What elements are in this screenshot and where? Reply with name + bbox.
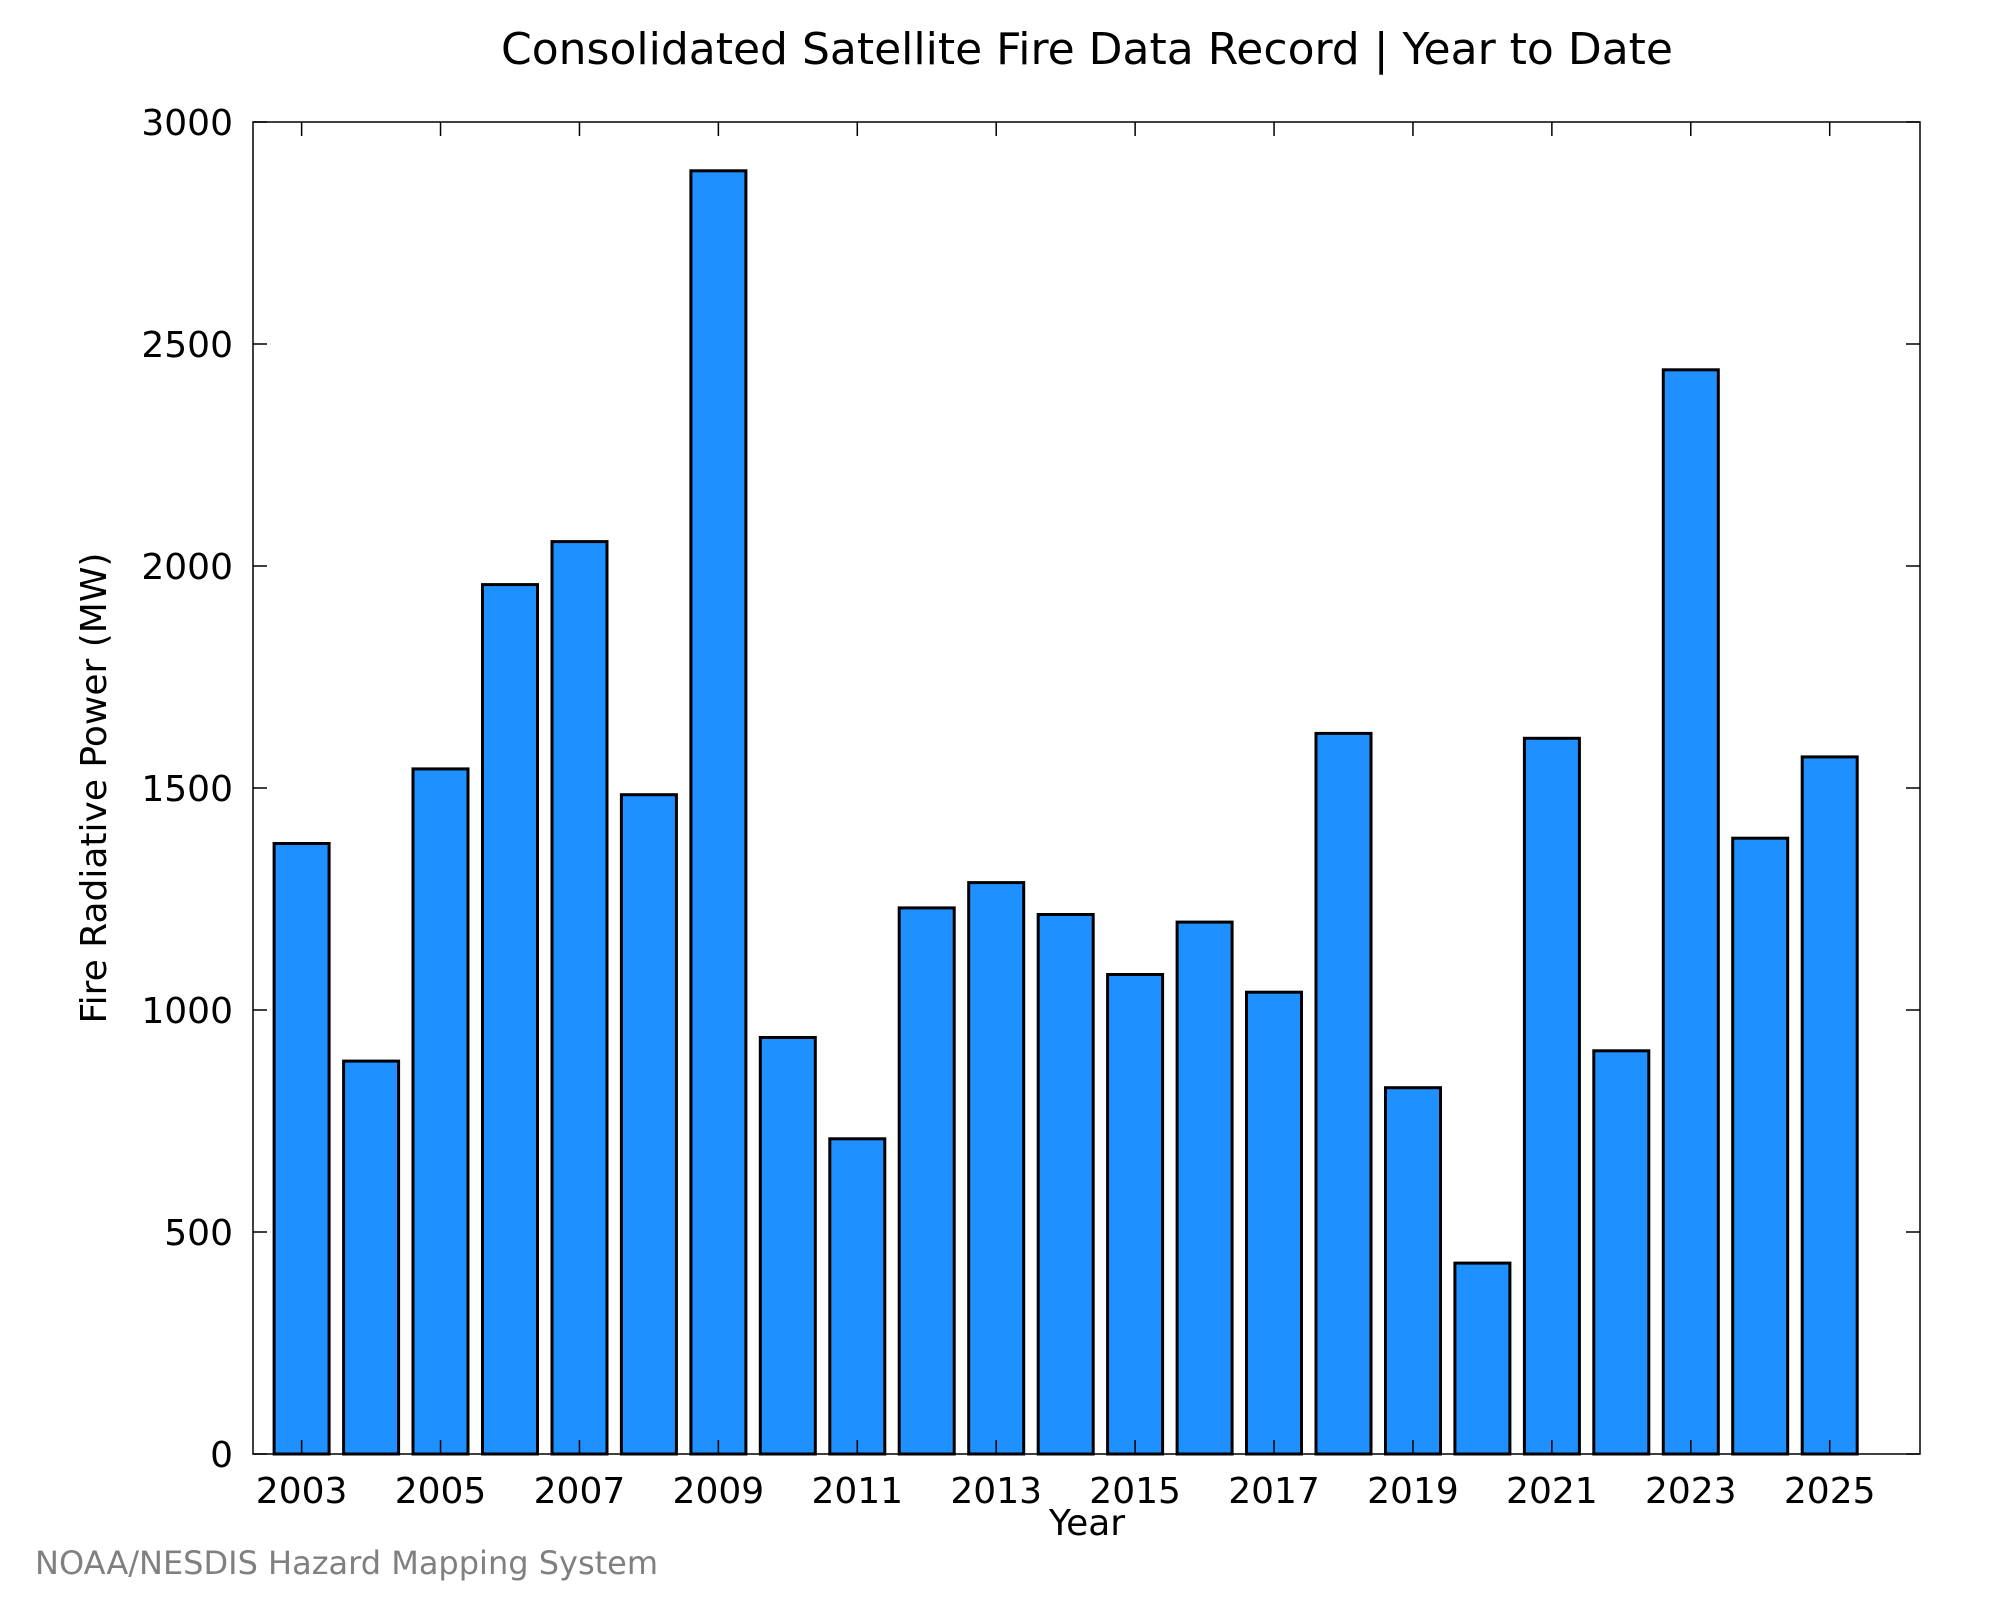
bar-2004 xyxy=(342,1059,401,1456)
bar-2022 xyxy=(1592,1049,1651,1456)
bar-2018 xyxy=(1314,731,1373,1456)
bar-2011 xyxy=(828,1137,887,1456)
bar-2015 xyxy=(1106,973,1165,1456)
bar-2008 xyxy=(619,793,678,1456)
bar-2021 xyxy=(1522,736,1581,1456)
x-tick-label-2009: 2009 xyxy=(673,1471,765,1512)
bar-2006 xyxy=(481,583,539,1456)
x-tick-label-2019: 2019 xyxy=(1367,1471,1459,1512)
chart-title: Consolidated Satellite Fire Data Record … xyxy=(501,24,1673,75)
credit-text: NOAA/NESDIS Hazard Mapping System xyxy=(35,1544,658,1582)
y-tick-label-1500: 1500 xyxy=(141,769,233,810)
y-axis-label: Fire Radiative Power (MW) xyxy=(74,553,115,1024)
y-tick-label-2000: 2000 xyxy=(141,547,233,588)
bar-2013 xyxy=(967,881,1026,1456)
bar-2003 xyxy=(272,842,331,1456)
y-tick-label-0: 0 xyxy=(210,1435,233,1476)
plot-area-frame xyxy=(252,121,1921,1455)
x-tick-label-2003: 2003 xyxy=(256,1471,348,1512)
x-axis-label: Year xyxy=(1048,1503,1125,1544)
x-tick-label-2005: 2005 xyxy=(395,1471,487,1512)
y-tick-label-2500: 2500 xyxy=(141,325,233,366)
bar-2005 xyxy=(411,767,470,1456)
x-tick-label-2011: 2011 xyxy=(811,1471,903,1512)
bar-2007 xyxy=(550,540,609,1456)
x-tick-label-2013: 2013 xyxy=(950,1471,1042,1512)
x-tick-label-2007: 2007 xyxy=(534,1471,626,1512)
bar-2020 xyxy=(1453,1261,1512,1456)
bar-2016 xyxy=(1175,920,1234,1456)
bar-2017 xyxy=(1245,990,1303,1456)
bar-2023 xyxy=(1661,368,1720,1456)
bar-2012 xyxy=(897,906,956,1456)
x-tick-label-2021: 2021 xyxy=(1506,1471,1598,1512)
bar-2014 xyxy=(1036,913,1095,1456)
bar-2009 xyxy=(689,169,748,1456)
bar-2024 xyxy=(1731,836,1790,1456)
bars-group xyxy=(272,169,1859,1456)
x-tick-label-2017: 2017 xyxy=(1228,1471,1320,1512)
y-tick-label-500: 500 xyxy=(164,1213,233,1254)
x-tick-label-2015: 2015 xyxy=(1089,1471,1181,1512)
x-tick-label-2023: 2023 xyxy=(1645,1471,1737,1512)
x-tick-label-2025: 2025 xyxy=(1784,1471,1876,1512)
y-tick-label-1000: 1000 xyxy=(141,991,233,1032)
bar-2019 xyxy=(1384,1086,1442,1456)
y-tick-label-3000: 3000 xyxy=(141,103,233,144)
bar-2010 xyxy=(758,1036,817,1456)
axis-ticks: 0 500 1000 1500 2000 2500 3000 2003 2005 2007 2009… xyxy=(141,103,1920,1512)
bar-2025 xyxy=(1800,755,1859,1456)
